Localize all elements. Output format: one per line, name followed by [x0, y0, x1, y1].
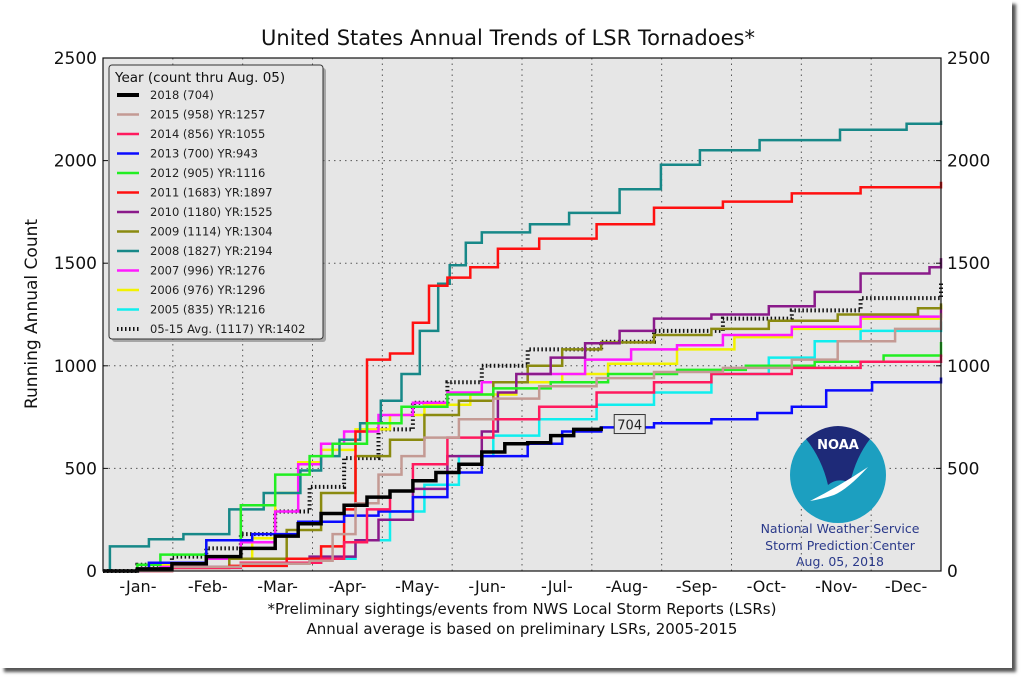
x-tick-label-month: -May- [395, 577, 439, 596]
x-tick-label-month: -Mar- [257, 577, 298, 596]
legend-title: Year (count thru Aug. 05) [114, 70, 285, 86]
y-axis-right: 0 500 1000 1500 2000 2500 [936, 49, 990, 582]
legend-label: 2014 (856) YR:1055 [150, 127, 265, 141]
nws-line-1: National Weather Service [761, 521, 920, 536]
y-tick-label-right: 0 [947, 562, 958, 582]
x-tick-label-month: -Dec- [885, 577, 928, 596]
legend-label: 2008 (1827) YR:2194 [150, 244, 273, 258]
y-axis-label: Running Annual Count [22, 219, 42, 409]
x-tick-label-month: -Jan- [119, 577, 156, 596]
legend-label: 05-15 Avg. (1117) YR:1402 [150, 322, 305, 336]
y-tick-label-right: 1500 [947, 254, 990, 274]
y-tick-label-left: 1500 [54, 254, 97, 274]
legend-label: 2012 (905) YR:1116 [150, 166, 265, 180]
legend-label: 2005 (835) YR:1216 [150, 303, 265, 317]
x-axis-months: -Jan- -Feb- -Mar- -Apr- -May- -Jun- -Jul- -Aug-… [119, 577, 927, 596]
y-tick-label-left: 500 [65, 459, 97, 479]
footnote-1: *Preliminary sightings/events from NWS L… [268, 600, 777, 618]
annotation-box [613, 414, 646, 435]
legend-box [108, 64, 324, 340]
y-tick-label-left: 0 [86, 562, 97, 582]
annotation-704: 704 [613, 414, 646, 435]
noaa-logo: NOAA [790, 426, 886, 523]
y-tick-label-right: 2500 [947, 49, 990, 69]
legend-label: 2013 (700) YR:943 [150, 147, 258, 161]
noaa-logo-top [806, 426, 870, 485]
footnote-2: Annual average is based on preliminary L… [307, 620, 738, 638]
series-line-2015 [103, 313, 943, 573]
x-tick-label-month: -Jul- [541, 577, 573, 596]
legend-label: 2018 (704) [150, 88, 214, 102]
series-line-2013 [103, 377, 943, 573]
x-tick-label-month: -Aug- [606, 577, 648, 596]
series-group [103, 120, 943, 573]
x-tick-label-month: -Nov- [815, 577, 857, 596]
y-tick-label-right: 1000 [947, 357, 990, 377]
x-tick-label-month: -Feb- [188, 577, 228, 596]
series-line-05-15 [103, 283, 943, 573]
series-line-2009 [103, 303, 943, 573]
x-tick-label-month: -Apr- [328, 577, 366, 596]
legend-label: 2015 (958) YR:1257 [150, 108, 265, 122]
x-tick-label-month: -Oct- [747, 577, 787, 596]
legend-items: 2018 (704) 2015 (958) YR:1257 2014 (856) Y… [117, 88, 305, 336]
legend-label: 2010 (1180) YR:1525 [150, 205, 273, 219]
series-line-2018 [103, 426, 603, 573]
legend-label: 2009 (1114) YR:1304 [150, 225, 273, 239]
noaa-logo-text: NOAA [817, 438, 859, 453]
x-tick-label-month: -Sep- [676, 577, 718, 596]
legend-label: 2006 (976) YR:1296 [150, 283, 265, 297]
y-tick-label-left: 1000 [54, 357, 97, 377]
y-axis-left: 0 500 1000 1500 2000 2500 [54, 49, 108, 582]
annotation-text: 704 [617, 419, 642, 434]
y-tick-label-right: 500 [947, 459, 979, 479]
chart-title: United States Annual Trends of LSR Torna… [261, 26, 755, 50]
nws-line-3: Aug. 05, 2018 [796, 554, 884, 569]
x-tick-label-month: -Jun- [468, 577, 505, 596]
legend-label: 2011 (1683) YR:1897 [150, 186, 273, 200]
series-line-2011 [103, 181, 943, 573]
legend-label: 2007 (996) YR:1276 [150, 264, 265, 278]
y-tick-label-right: 2000 [947, 152, 990, 172]
y-tick-label-left: 2000 [54, 152, 97, 172]
y-tick-label-left: 2500 [54, 49, 97, 69]
plot-border [102, 57, 942, 572]
nws-line-2: Storm Prediction Center [765, 538, 916, 553]
legend: Year (count thru Aug. 05) 2018 (704) 2015… [108, 64, 326, 342]
series-line-2010 [103, 258, 943, 573]
